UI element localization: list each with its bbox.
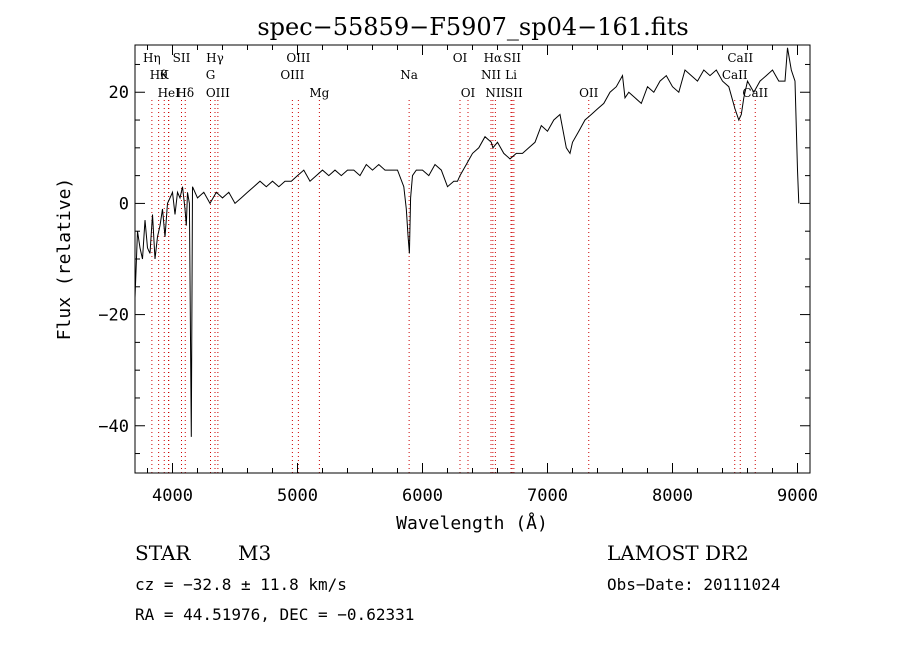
chart-title: spec−55859−F5907_sp04−161.fits bbox=[257, 13, 688, 41]
emission-line-label: Hδ bbox=[176, 86, 194, 100]
emission-line-label: HeI bbox=[158, 86, 181, 100]
x-tick-label: 9000 bbox=[777, 486, 818, 506]
emission-line-label: Hα bbox=[484, 51, 503, 65]
y-tick-label: −20 bbox=[98, 306, 129, 326]
emission-line-label: CaII bbox=[727, 51, 753, 65]
y-tick-label: 20 bbox=[109, 83, 129, 103]
spectrum-line bbox=[134, 47, 800, 437]
emission-line-markers bbox=[151, 100, 756, 473]
x-axis-label: Wavelength (Å) bbox=[396, 512, 548, 534]
x-axis-ticks: 4000 5000 6000 7000 8000 9000 bbox=[147, 45, 818, 506]
emission-line-label: Hγ bbox=[206, 51, 224, 65]
emission-line-label: SII bbox=[173, 51, 191, 65]
x-tick-label: 4000 bbox=[152, 486, 193, 506]
plot-frame bbox=[134, 44, 811, 474]
emission-line-label: OII bbox=[579, 86, 599, 100]
star-class: M3 bbox=[238, 541, 271, 565]
y-tick-label: −40 bbox=[98, 417, 129, 437]
y-axis-ticks: −40 −20 0 20 bbox=[98, 63, 810, 455]
x-tick-label: 8000 bbox=[652, 486, 693, 506]
emission-line-label: OIII bbox=[286, 51, 310, 65]
emission-line-label: Mg bbox=[309, 86, 329, 100]
y-axis-label: Flux (relative) bbox=[54, 178, 75, 341]
emission-line-label: OI bbox=[461, 86, 476, 100]
emission-line-label: K bbox=[160, 68, 170, 82]
emission-line-label: Hη bbox=[143, 51, 161, 65]
x-tick-label: 7000 bbox=[527, 486, 568, 506]
emission-line-label: CaII bbox=[722, 68, 748, 82]
emission-line-label: SII bbox=[505, 86, 523, 100]
coordinates: RA = 44.51976, DEC = −0.62331 bbox=[135, 605, 414, 624]
emission-line-labels: Hη HθK HeI SII Hδ G Hγ OIII OIII OIII Mg Na OI OI NII H… bbox=[143, 51, 768, 100]
cz-value: cz = −32.8 ± 11.8 km/s bbox=[135, 575, 347, 594]
emission-line-label: NII bbox=[481, 68, 501, 82]
survey-name: LAMOST DR2 bbox=[607, 541, 749, 565]
x-tick-label: 5000 bbox=[277, 486, 318, 506]
star-type: STAR bbox=[135, 541, 191, 565]
emission-line-label: G bbox=[206, 68, 216, 82]
x-tick-label: 6000 bbox=[402, 486, 443, 506]
emission-line-label: OIII bbox=[280, 68, 304, 82]
emission-line-label: SII bbox=[503, 51, 521, 65]
emission-line-label: Li bbox=[505, 68, 517, 82]
y-tick-label: 0 bbox=[119, 194, 129, 214]
emission-line-label: CaII bbox=[742, 86, 768, 100]
emission-line-label: NII bbox=[485, 86, 505, 100]
emission-line-label: Na bbox=[400, 68, 418, 82]
emission-line-label: OI bbox=[453, 51, 468, 65]
emission-line-label: OIII bbox=[206, 86, 230, 100]
emission-line-label: Hθ bbox=[150, 68, 168, 82]
obs-date: Obs−Date: 20111024 bbox=[607, 575, 780, 594]
